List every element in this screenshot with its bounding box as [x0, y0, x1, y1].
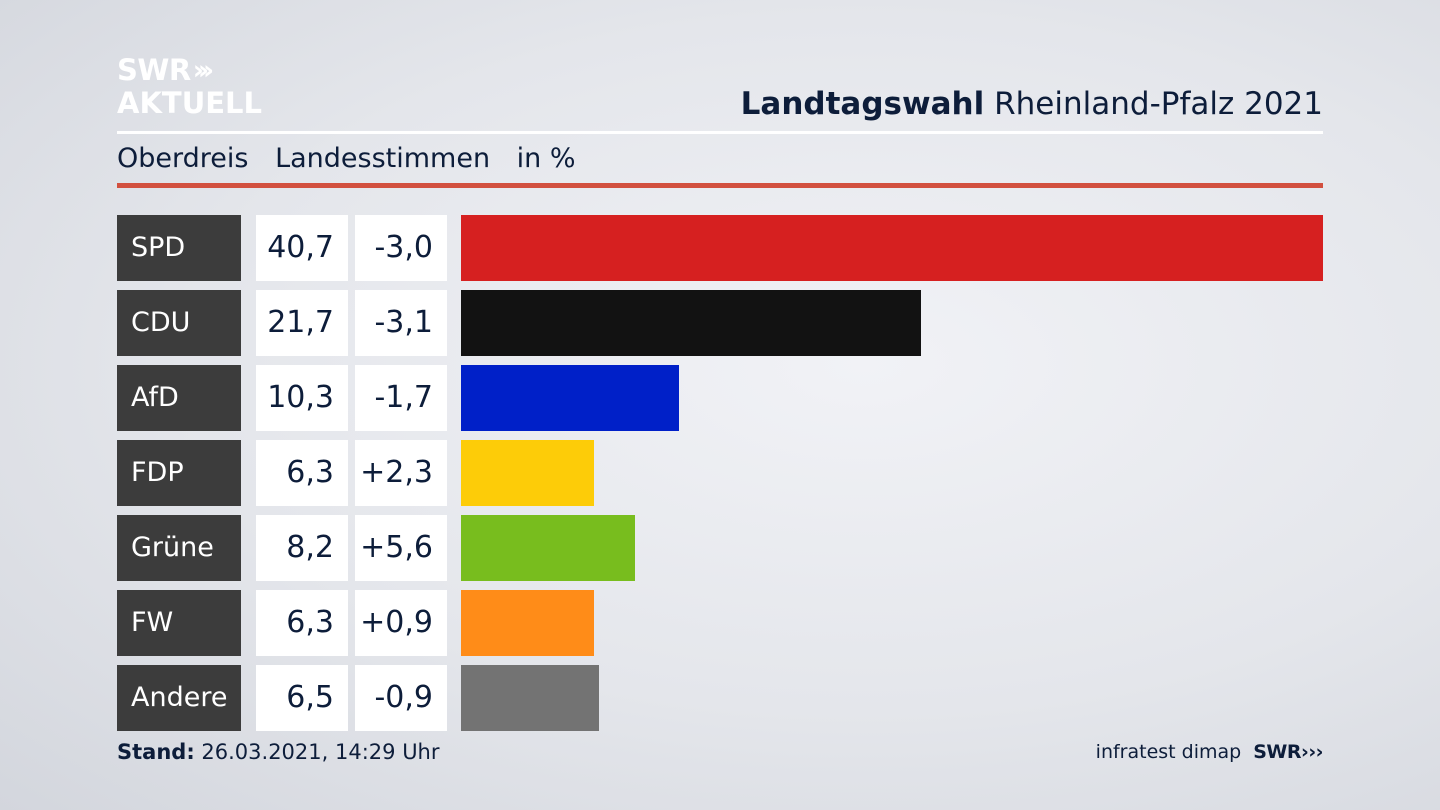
party-label: Andere — [117, 665, 241, 731]
vote-share-bar — [461, 440, 594, 506]
source-label: infratest dimap — [1095, 741, 1242, 763]
party-label: FDP — [117, 440, 241, 506]
stand-value: 26.03.2021, 14:29 Uhr — [201, 740, 440, 764]
result-row: AfD 10,3 -1,7 — [117, 365, 1323, 431]
vote-share-bar — [461, 290, 921, 356]
result-row: FW 6,3 +0,9 — [117, 590, 1323, 656]
vote-share-bar — [461, 215, 1323, 281]
vote-share-bar — [461, 515, 635, 581]
result-row: CDU 21,7 -3,1 — [117, 290, 1323, 356]
swr-aktuell-logo: SWR ››› AKTUELL — [117, 54, 262, 120]
chart-title: Landtagswahl Rheinland-Pfalz 2021 — [741, 86, 1323, 122]
change-label: -0,9 — [355, 665, 447, 731]
logo-line2: AKTUELL — [117, 86, 263, 120]
vote-share-label: 21,7 — [256, 290, 348, 356]
party-label: AfD — [117, 365, 241, 431]
change-label: +2,3 — [355, 440, 447, 506]
change-label: -1,7 — [355, 365, 447, 431]
subtitle-unit: in % — [516, 143, 576, 174]
vote-share-label: 6,3 — [256, 440, 348, 506]
chevron-right-icon: ››› — [1301, 741, 1324, 763]
party-label: CDU — [117, 290, 241, 356]
chevron-right-icon: ››› — [192, 55, 215, 86]
vote-share-label: 8,2 — [256, 515, 348, 581]
source-credit: infratest dimap SWR››› — [1095, 741, 1324, 763]
title-bold: Landtagswahl — [740, 86, 985, 122]
timestamp: Stand: 26.03.2021, 14:29 Uhr — [117, 740, 440, 764]
result-row: Grüne 8,2 +5,6 — [117, 515, 1323, 581]
change-label: +0,9 — [355, 590, 447, 656]
vote-share-bar — [461, 590, 594, 656]
change-label: -3,0 — [355, 215, 447, 281]
vote-share-label: 6,5 — [256, 665, 348, 731]
vote-share-label: 6,3 — [256, 590, 348, 656]
logo-line1: SWR — [117, 53, 191, 87]
subtitle-divider — [117, 183, 1323, 188]
party-label: Grüne — [117, 515, 241, 581]
vote-share-label: 40,7 — [256, 215, 348, 281]
swr-brand: SWR››› — [1253, 741, 1323, 763]
vote-share-label: 10,3 — [256, 365, 348, 431]
change-label: +5,6 — [355, 515, 447, 581]
result-row: SPD 40,7 -3,0 — [117, 215, 1323, 281]
stand-label: Stand: — [117, 740, 195, 764]
party-label: SPD — [117, 215, 241, 281]
result-row: FDP 6,3 +2,3 — [117, 440, 1323, 506]
subtitle-measure: Landesstimmen — [275, 143, 491, 174]
chart-subtitle: Oberdreis Landesstimmen in % — [117, 143, 594, 174]
subtitle-area: Oberdreis — [117, 143, 249, 174]
change-label: -3,1 — [355, 290, 447, 356]
vote-share-bar — [461, 665, 599, 731]
vote-share-bar — [461, 365, 679, 431]
header-divider — [117, 131, 1323, 134]
result-row: Andere 6,5 -0,9 — [117, 665, 1323, 731]
title-rest: Rheinland-Pfalz 2021 — [994, 86, 1323, 122]
party-label: FW — [117, 590, 241, 656]
swr-brand-text: SWR — [1253, 741, 1301, 763]
